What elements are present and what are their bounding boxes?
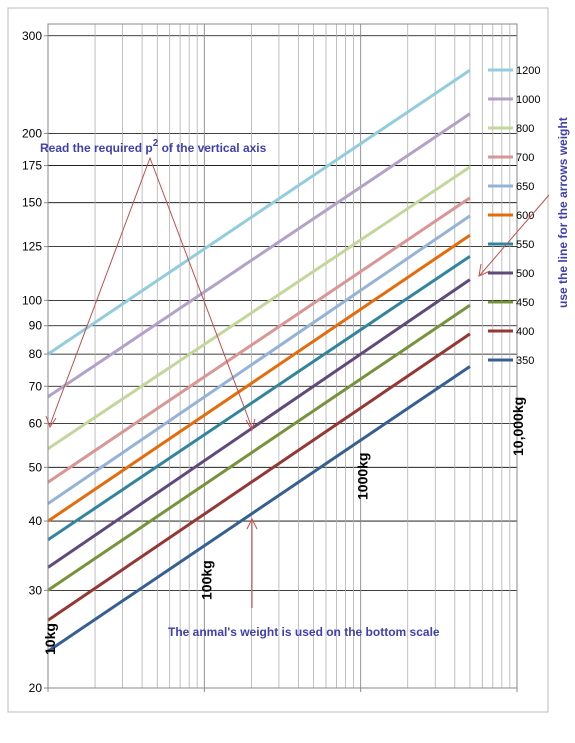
labels: 20 30 40 50 60 70 80 90 100 125 150 175 200 300 10kg 10… bbox=[22, 29, 526, 695]
y-tick-label: 175 bbox=[22, 159, 42, 173]
x-tick-label: 100kg bbox=[198, 560, 214, 600]
arrow-line bbox=[479, 194, 550, 276]
y-tick-label: 50 bbox=[29, 460, 43, 474]
y-tick-label: 125 bbox=[22, 240, 42, 254]
x-tick-label: 10kg bbox=[42, 623, 58, 655]
arrow-head bbox=[45, 415, 57, 429]
y-tick-label: 150 bbox=[22, 196, 42, 210]
series-line bbox=[47, 278, 471, 569]
y-tick-label: 60 bbox=[29, 416, 43, 430]
legend-label: 600 bbox=[516, 210, 534, 222]
y-tick-label: 100 bbox=[22, 293, 42, 307]
plot-border bbox=[47, 23, 518, 689]
legend: 1200 1000 800 700 650 600 550 500 450 400 350 bbox=[488, 65, 540, 367]
legend-label: 350 bbox=[516, 355, 534, 367]
arrow-head bbox=[246, 517, 258, 530]
annotation: The anmal's weight is used on the bottom… bbox=[168, 625, 440, 639]
series-line bbox=[47, 68, 471, 356]
legend-label: 450 bbox=[516, 297, 534, 309]
series-line bbox=[47, 165, 471, 451]
series-line bbox=[47, 365, 471, 653]
arrow-head bbox=[478, 263, 491, 277]
y-tick-label: 70 bbox=[29, 379, 43, 393]
y-tick-label: 200 bbox=[22, 126, 42, 140]
grid bbox=[44, 24, 518, 692]
arrow-lines bbox=[49, 156, 253, 429]
chart-frame bbox=[7, 7, 549, 713]
y-tick-label: 30 bbox=[29, 583, 43, 597]
y-tick-label: 90 bbox=[29, 319, 43, 333]
y-tick-label: 20 bbox=[29, 681, 43, 695]
annotation-text: of the vertical axis bbox=[158, 141, 266, 155]
annotation-text: Read the required p bbox=[40, 141, 153, 155]
legend-label: 1000 bbox=[516, 94, 540, 106]
series-line bbox=[47, 196, 471, 484]
annotation: Read the required p2 of the vertical axi… bbox=[40, 138, 267, 155]
legend-label: 650 bbox=[516, 181, 534, 193]
legend-label: 800 bbox=[516, 123, 534, 135]
series-line bbox=[47, 234, 471, 523]
y-tick-label: 40 bbox=[29, 514, 43, 528]
legend-label: 550 bbox=[516, 239, 534, 251]
annotation: use the line for the arrows weight bbox=[556, 117, 570, 308]
legend-label: 700 bbox=[516, 152, 534, 164]
legend-label: 400 bbox=[516, 326, 534, 338]
lines bbox=[47, 68, 471, 653]
x-tick-label: 1000kg bbox=[355, 453, 371, 500]
y-tick-label: 80 bbox=[29, 347, 43, 361]
legend-label: 500 bbox=[516, 268, 534, 280]
series-line bbox=[47, 214, 471, 505]
arrow-head bbox=[245, 418, 256, 432]
series-line bbox=[47, 112, 471, 399]
y-tick-label: 300 bbox=[22, 29, 42, 43]
arrows bbox=[45, 156, 550, 608]
x-tick-label: 10,000kg bbox=[510, 397, 526, 456]
series-line bbox=[47, 255, 471, 542]
series-line bbox=[47, 303, 471, 592]
annotation-superscript: 2 bbox=[153, 138, 159, 149]
legend-label: 1200 bbox=[516, 65, 540, 77]
series-line bbox=[47, 332, 471, 622]
